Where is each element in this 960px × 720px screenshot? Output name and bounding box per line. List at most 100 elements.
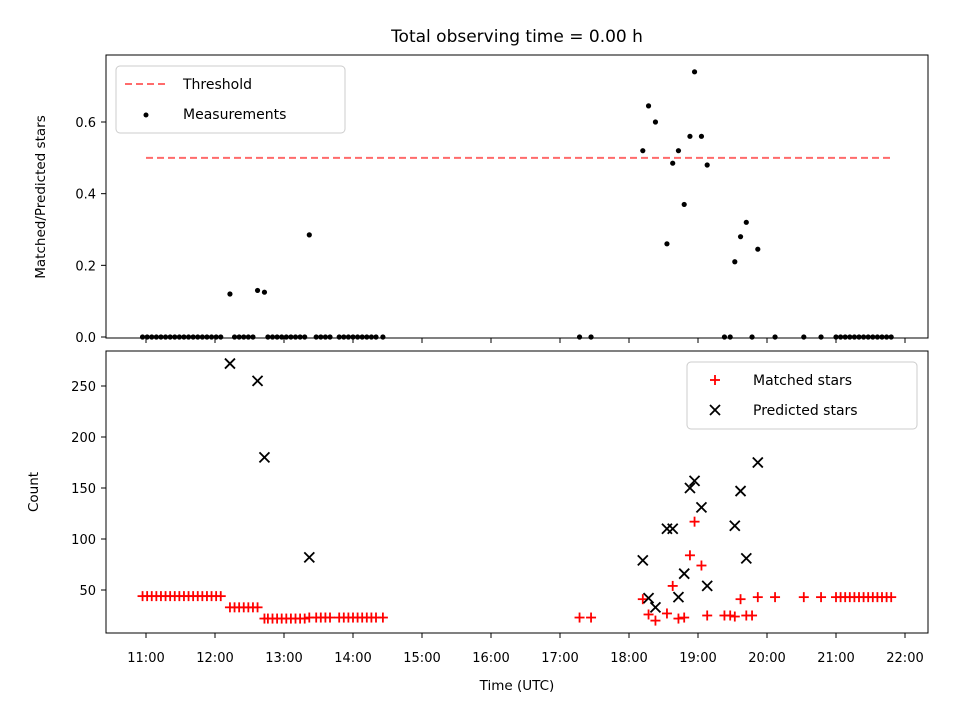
measurement-point [870,334,876,340]
matched-star-point [684,550,695,561]
top-ticks: 0.0 0.2 0.4 0.6 [75,116,906,346]
matched-star-point [252,602,263,613]
top-y-tick-label: 0.4 [75,188,96,203]
bottom-y-tick-label: 200 [71,431,96,446]
x-tick-label: 14:00 [334,651,371,666]
x-tick-label: 15:00 [403,651,440,666]
predicted-star-point [637,554,649,567]
measurement-point [241,334,247,340]
measurement-point [681,201,687,208]
measurement-point [721,334,728,340]
measurement-point [336,334,342,340]
measurement-point [176,334,182,340]
predicted-star-point [729,520,741,532]
matched-star-point [725,610,736,621]
predicted-star-point [688,475,701,487]
measurement-point [675,148,682,154]
measurement-point [755,246,761,252]
measurement-point [313,334,319,340]
matched-star-point [650,615,661,626]
measurement-point [640,148,646,154]
measurement-point [158,334,164,340]
measurement-point [231,334,238,340]
matched-star-point [643,609,654,620]
matched-star-point [377,612,388,623]
measurement-point [851,334,858,340]
matched-star-point [886,592,897,603]
predicted-star-point [258,451,271,464]
measurement-point [355,334,361,340]
measurement-point [368,334,374,340]
measurement-point [274,334,280,340]
measurement-point [162,334,169,340]
x-axis-label: Time (UTC) [479,678,555,694]
matched-star-point [637,594,648,605]
legend-measurements-label: Measurements [183,107,286,123]
measurement-point [664,241,670,247]
x-tick-label: 16:00 [472,651,509,666]
measurement-point [856,334,862,340]
matched-star-point [679,612,690,623]
measurement-point [652,119,659,125]
bottom-y-tick-label: 150 [71,482,96,497]
measurement-point [743,219,749,225]
measurement-point [297,334,303,340]
measurement-point [208,334,215,340]
predicted-star-point [649,601,662,613]
measurement-point [833,334,839,340]
measurement-point [838,334,844,340]
measurement-point [199,334,205,340]
matched-star-point [574,612,585,623]
predicted-star-point [224,357,236,370]
measurement-point [245,334,251,340]
measurement-point [172,334,178,340]
measurement-point [149,334,155,340]
bottom-legend-box [686,361,918,430]
measurement-point [167,334,173,340]
measurement-point [704,162,710,168]
matched-star-point [752,592,763,603]
legend-matched-label: Matched stars [753,373,852,389]
measurement-point [865,334,871,340]
bottom-ticks: 50 100 150 200 250 11:00 12:00 13:00 14:00 15:00 1… [71,380,924,666]
x-tick-label: 22:00 [886,651,923,666]
measurement-point [380,334,386,340]
matched-star-point [673,613,684,624]
measurement-point [279,334,285,340]
bottom-marks [137,357,897,626]
measurement-point [364,334,370,340]
predicted-star-point [303,551,315,563]
measurement-point [250,334,256,340]
measurement-point [687,133,693,139]
predicted-star-point [672,591,685,603]
legend-matched-swatch [710,375,720,385]
measurement-point [345,334,351,340]
matched-star-point [689,516,700,527]
measurement-point [576,334,583,340]
measurement-point [190,334,196,340]
matched-star-point [299,613,310,624]
predicted-star-point [740,552,752,565]
predicted-star-point [251,375,264,387]
bottom-legend: Matched stars Predicted stars [686,361,918,430]
legend-measurements-swatch [143,112,149,118]
predicted-star-point [642,592,655,604]
measurement-point [185,334,192,340]
matched-star-point [735,594,746,605]
bottom-y-axis-label: Count [26,472,42,512]
matched-star-point [798,592,809,603]
top-y-tick-label: 0.2 [75,259,96,274]
measurement-point [254,287,261,294]
predicted-star-point [667,523,679,535]
measurement-point [373,334,379,340]
bottom-y-tick-label: 100 [71,533,96,548]
top-legend-box [115,65,346,134]
measurement-point [691,69,698,75]
legend-threshold-label: Threshold [182,77,252,93]
measurement-point [288,334,294,340]
measurement-point [139,334,146,340]
measurement-point [588,334,594,340]
measurement-point [847,334,853,340]
measurement-point [292,334,299,340]
measurement-point [698,133,705,139]
